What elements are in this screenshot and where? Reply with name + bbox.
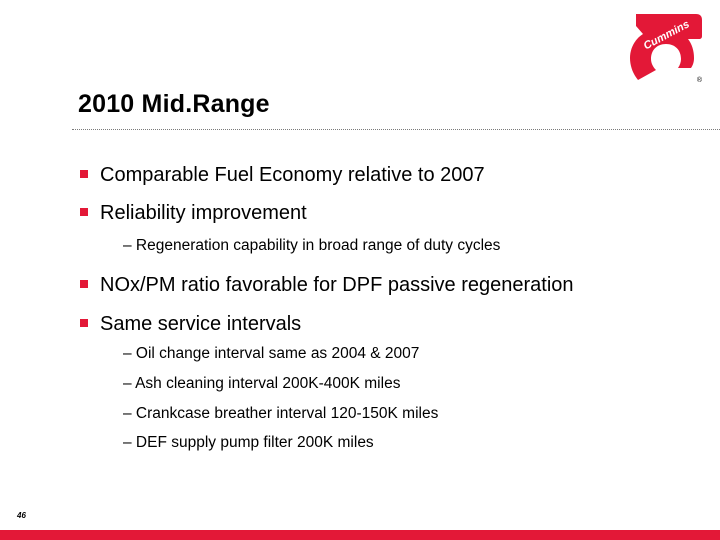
bullet-item: Reliability improvement — [80, 202, 307, 225]
bullet-text: NOx/PM ratio favorable for DPF passive r… — [100, 274, 574, 296]
title-divider — [72, 129, 720, 130]
sub-bullet-item: – Oil change interval same as 2004 & 200… — [123, 345, 420, 362]
page-number: 46 — [17, 511, 26, 520]
bullet-text: Same service intervals — [100, 313, 302, 335]
slide-title: 2010 Mid.Range — [78, 90, 270, 118]
sub-bullet-item: – DEF supply pump filter 200K miles — [123, 434, 374, 451]
bullet-text: Reliability improvement — [100, 202, 307, 224]
bullet-square-icon — [80, 319, 88, 327]
sub-bullet-item: – Ash cleaning interval 200K-400K miles — [123, 375, 401, 392]
footer-bar — [0, 530, 720, 540]
bullet-item: Same service intervals — [80, 313, 301, 336]
bullet-text: Comparable Fuel Economy relative to 2007 — [100, 164, 485, 186]
bullet-item: NOx/PM ratio favorable for DPF passive r… — [80, 274, 574, 297]
bullet-square-icon — [80, 170, 88, 178]
sub-bullet-item: – Regeneration capability in broad range… — [123, 237, 501, 254]
cummins-logo: Cummins ® — [630, 14, 703, 84]
bullet-square-icon — [80, 208, 88, 216]
sub-bullet-item: – Crankcase breather interval 120-150K m… — [123, 405, 439, 422]
bullet-square-icon — [80, 280, 88, 288]
logo-shape — [630, 14, 702, 80]
bullet-item: Comparable Fuel Economy relative to 2007 — [80, 164, 485, 187]
registered-mark: ® — [697, 76, 703, 84]
